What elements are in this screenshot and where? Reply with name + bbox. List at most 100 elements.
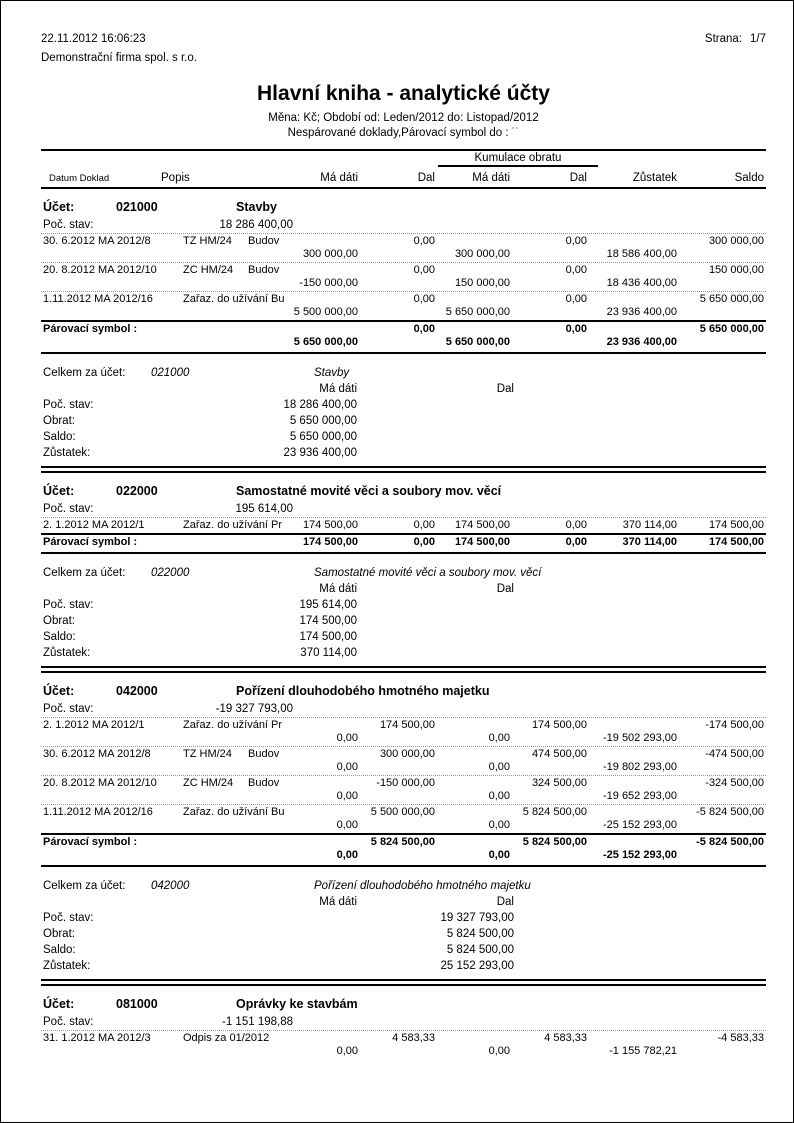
pairing-symbol-label: Párovací symbol : — [43, 536, 138, 548]
summary-row-label: Poč. stav: — [43, 599, 94, 611]
cell-zustatek: -19 652 293,00 — [602, 790, 677, 802]
cell-date-doc: 20. 8.2012 MA 2012/10 — [43, 777, 157, 789]
cell-dal: 174 500,00 — [379, 719, 435, 731]
summary-row: Obrat: 174 500,00 — [41, 613, 766, 629]
section-divider — [41, 979, 766, 986]
table-row-line: 0,00 0,00 -19 502 293,00 — [41, 732, 766, 745]
cell-kumulace-ma-dati: 0,00 — [488, 849, 510, 861]
summary-row-label: Poč. stav: — [43, 912, 94, 924]
cell-saldo: -4 583,33 — [717, 1032, 764, 1044]
summary-row: Poč. stav: 18 286 400,00 — [41, 397, 766, 413]
summary-ma-dati-value: 5 650 000,00 — [289, 431, 357, 443]
cell-ma-dati: 174 500,00 — [302, 536, 358, 548]
summary-row-label: Zůstatek: — [43, 447, 91, 459]
cell-saldo: -324 500,00 — [705, 777, 764, 789]
report-title: Hlavní kniha - analytické účty — [257, 82, 550, 105]
table-row-line: 31. 1.2012 MA 2012/3 Odpis za 01/2012 4 … — [41, 1032, 766, 1045]
opening-balance-row: Poč. stav: -19 327 793,00 — [41, 700, 766, 717]
summary-dal-value: 25 152 293,00 — [440, 960, 514, 972]
summary-column-ma-dati: Má dáti — [319, 583, 357, 595]
summary-account-number: 022000 — [151, 567, 190, 579]
opening-balance-row: Poč. stav: 18 286 400,00 — [41, 216, 766, 233]
summary-row-label: Obrat: — [43, 415, 75, 427]
column-kumulace-ma-dati: Má dáti — [472, 172, 510, 184]
opening-balance-value: 18 286 400,00 — [219, 219, 293, 231]
cell-saldo: -5 824 500,00 — [696, 836, 764, 848]
summary-row: Poč. stav: 195 614,00 — [41, 597, 766, 613]
account-heading: Účet: 021000 Stavby — [41, 198, 766, 214]
cell-description: Zařaz. do užívání Pr — [183, 519, 283, 531]
cell-ma-dati: 5 650 000,00 — [293, 336, 358, 348]
table-row: 2. 1.2012 MA 2012/1 Zařaz. do užívání Pr… — [41, 717, 766, 746]
table-row-line: 1.11.2012 MA 2012/16 Zařaz. do užívání B… — [41, 293, 766, 306]
page-meta-row: 22.11.2012 16:06:23 Strana: 1/7 — [41, 33, 766, 48]
cell-saldo: -5 824 500,00 — [696, 806, 764, 818]
section-divider — [41, 666, 766, 673]
table-row: 20. 8.2012 MA 2012/10 ZC HM/24 Budov -15… — [41, 775, 766, 804]
cell-kumulace-ma-dati: 174 500,00 — [454, 536, 510, 548]
cell-dal: 0,00 — [413, 519, 435, 531]
cell-date-doc: 30. 6.2012 MA 2012/8 — [43, 748, 151, 760]
cell-ma-dati: 300 000,00 — [302, 248, 358, 260]
table-row-line: 30. 6.2012 MA 2012/8 TZ HM/24 Budov 0,00… — [41, 235, 766, 248]
summary-account-name: Samostatné movité věci a soubory mov. vě… — [314, 567, 542, 579]
cell-ma-dati: 0,00 — [336, 732, 358, 744]
report-content: 22.11.2012 16:06:23 Strana: 1/7 Demonstra… — [41, 1, 766, 1059]
cell-description-2: Budov — [248, 748, 280, 760]
opening-balance-value: -19 327 793,00 — [215, 703, 293, 715]
cell-dal: 300 000,00 — [379, 748, 435, 760]
account-name: Pořízení dlouhodobého hmotného majetku — [236, 684, 490, 698]
table-column-headers: Kumulace obratu Datum Doklad Popis Má dá… — [41, 151, 766, 187]
summary-column-ma-dati: Má dáti — [319, 896, 357, 908]
cell-kumulace-dal: 0,00 — [565, 264, 587, 276]
cell-kumulace-ma-dati: 0,00 — [488, 819, 510, 831]
cell-description-2: Budov — [248, 264, 280, 276]
cell-kumulace-ma-dati: 0,00 — [488, 1045, 510, 1057]
cell-kumulace-ma-dati: 0,00 — [488, 732, 510, 744]
table-row-line: 1.11.2012 MA 2012/16 Zařaz. do užívání B… — [41, 806, 766, 819]
account-heading: Účet: 022000 Samostatné movité věci a so… — [41, 482, 766, 498]
opening-balance-value: -1 151 198,88 — [222, 1016, 293, 1028]
cell-zustatek: 18 586 400,00 — [606, 248, 677, 260]
cell-zustatek: -19 502 293,00 — [602, 732, 677, 744]
summary-row: Saldo: 174 500,00 — [41, 629, 766, 645]
cell-saldo: 174 500,00 — [708, 519, 764, 531]
summary-account-name: Pořízení dlouhodobého hmotného majetku — [314, 880, 531, 892]
table-row-line: 300 000,00 300 000,00 18 586 400,00 — [41, 248, 766, 261]
cell-zustatek: -19 802 293,00 — [602, 761, 677, 773]
cell-kumulace-ma-dati: 300 000,00 — [454, 248, 510, 260]
cell-date-doc: 1.11.2012 MA 2012/16 — [43, 293, 153, 305]
cell-kumulace-ma-dati: 174 500,00 — [454, 519, 510, 531]
summary-label: Celkem za účet: — [43, 367, 126, 379]
pairing-symbol-total-row: Párovací symbol : 0,00 0,00 5 650 000,00… — [41, 320, 766, 354]
column-zustatek: Zůstatek — [632, 172, 677, 184]
section-divider — [41, 466, 766, 473]
summary-label: Celkem za účet: — [43, 880, 126, 892]
table-row-line: 5 500 000,00 5 650 000,00 23 936 400,00 — [41, 306, 766, 319]
cell-zustatek: -25 152 293,00 — [602, 819, 677, 831]
cell-description: Zařaz. do užívání Bu — [183, 293, 285, 305]
pairing-symbol-line: Párovací symbol : 0,00 0,00 5 650 000,00 — [41, 323, 766, 336]
summary-account-name: Stavby — [314, 367, 350, 379]
report-subtitle-currency-period: Měna: Kč; Období od: Leden/2012 do: List… — [268, 112, 539, 124]
column-kumulace-dal: Dal — [569, 172, 587, 184]
summary-row-label: Obrat: — [43, 615, 75, 627]
table-row: 20. 8.2012 MA 2012/10 ZC HM/24 Budov 0,0… — [41, 262, 766, 291]
cell-kumulace-dal: 0,00 — [565, 293, 587, 305]
account-heading: Účet: 081000 Oprávky ke stavbám — [41, 995, 766, 1011]
summary-row: Obrat: 5 650 000,00 — [41, 413, 766, 429]
pairing-symbol-line: Párovací symbol : 5 824 500,00 5 824 500… — [41, 836, 766, 849]
cell-dal: 5 824 500,00 — [370, 836, 435, 848]
cell-dal: 0,00 — [413, 264, 435, 276]
summary-heading-row: Celkem za účet: 021000 Stavby — [41, 365, 766, 381]
summary-label: Celkem za účet: — [43, 567, 126, 579]
account-name: Samostatné movité věci a soubory mov. vě… — [236, 484, 502, 498]
table-row-line: 20. 8.2012 MA 2012/10 ZC HM/24 Budov -15… — [41, 777, 766, 790]
account-number: 081000 — [116, 997, 158, 1011]
account-name: Oprávky ke stavbám — [236, 997, 358, 1011]
pairing-symbol-total-row: Párovací symbol : 5 824 500,00 5 824 500… — [41, 833, 766, 867]
cell-saldo: 5 650 000,00 — [699, 293, 764, 305]
column-header-rule — [41, 187, 766, 189]
column-group-kumulace-obratu: Kumulace obratu — [438, 152, 598, 167]
cell-zustatek: 23 936 400,00 — [606, 306, 677, 318]
